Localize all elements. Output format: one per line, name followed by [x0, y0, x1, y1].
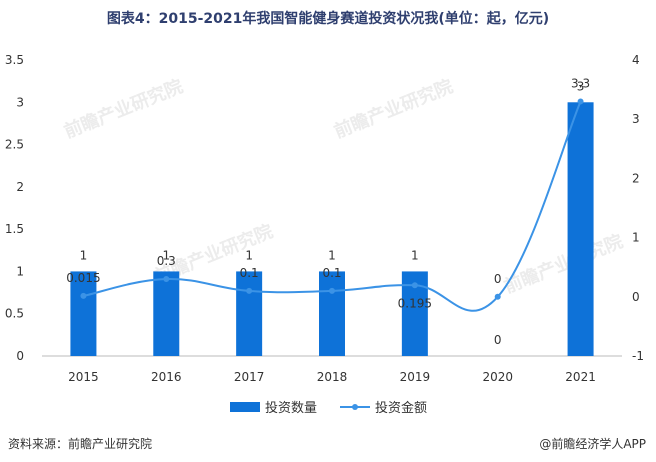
line-data-label: 0.1: [322, 266, 341, 280]
bar: [153, 271, 180, 356]
legend-bar-swatch: [230, 402, 260, 412]
legend-label: 投资金额: [375, 400, 427, 416]
line-point: [329, 287, 335, 294]
line-point: [80, 292, 87, 299]
bar-data-label: 3: [577, 79, 585, 93]
brand-note: @前瞻经济学人APP: [539, 437, 646, 451]
x-tick-label: 2016: [151, 370, 182, 384]
y-right-tick-label: 2: [632, 171, 640, 185]
bar-data-label: 1: [411, 248, 419, 262]
y-left-tick-label: 2: [16, 180, 24, 194]
bar-data-label: 0: [494, 333, 502, 347]
bar: [236, 271, 263, 356]
x-tick-label: 2017: [234, 370, 265, 384]
line-data-label: 3.3: [571, 76, 590, 90]
y-left-tick-label: 3: [16, 95, 24, 109]
line-data-label: 0.1: [240, 266, 259, 280]
bar-data-label: 1: [162, 248, 170, 262]
x-tick-label: 2019: [400, 370, 431, 384]
line-point: [246, 287, 253, 294]
legend-label: 投资数量: [265, 400, 317, 416]
line-point: [577, 98, 584, 105]
bar: [567, 102, 594, 357]
line-data-label: 0.3: [157, 254, 176, 268]
line-data-label: 0.195: [398, 296, 432, 310]
bar-data-label: 1: [245, 248, 253, 262]
y-left-tick-label: 3.5: [5, 53, 24, 67]
x-tick-label: 2015: [68, 370, 99, 384]
y-left-tick-label: 2.5: [5, 138, 24, 152]
bar-data-label: 1: [328, 248, 336, 262]
y-left-tick-label: 1: [16, 264, 24, 278]
line-data-label: 0.015: [66, 271, 100, 285]
x-tick-label: 2018: [317, 370, 348, 384]
y-right-tick-label: 3: [632, 112, 640, 126]
y-left-tick-label: 0: [16, 349, 24, 363]
y-left-tick-label: 1.5: [5, 222, 24, 236]
source-note: 资料来源：前瞻产业研究院: [8, 437, 153, 451]
x-tick-label: 2020: [482, 370, 513, 384]
y-right-tick-label: -1: [632, 349, 644, 363]
y-right-tick-label: 1: [632, 231, 640, 245]
y-left-tick-label: 0.5: [5, 307, 24, 321]
y-right-tick-label: 4: [632, 53, 640, 67]
y-right-tick-label: 0: [632, 290, 640, 304]
legend-line-marker: [352, 404, 358, 410]
line-point: [494, 293, 501, 300]
bar: [319, 271, 345, 356]
bar-data-label: 1: [80, 248, 88, 262]
bar: [70, 271, 97, 356]
chart-title: 图表4：2015-2021年我国智能健身赛道投资状况我(单位：起，亿元): [106, 11, 550, 27]
line-data-label: 0: [494, 272, 502, 286]
line-point: [411, 282, 418, 289]
x-tick-label: 2021: [565, 370, 596, 384]
line-point: [163, 276, 170, 283]
